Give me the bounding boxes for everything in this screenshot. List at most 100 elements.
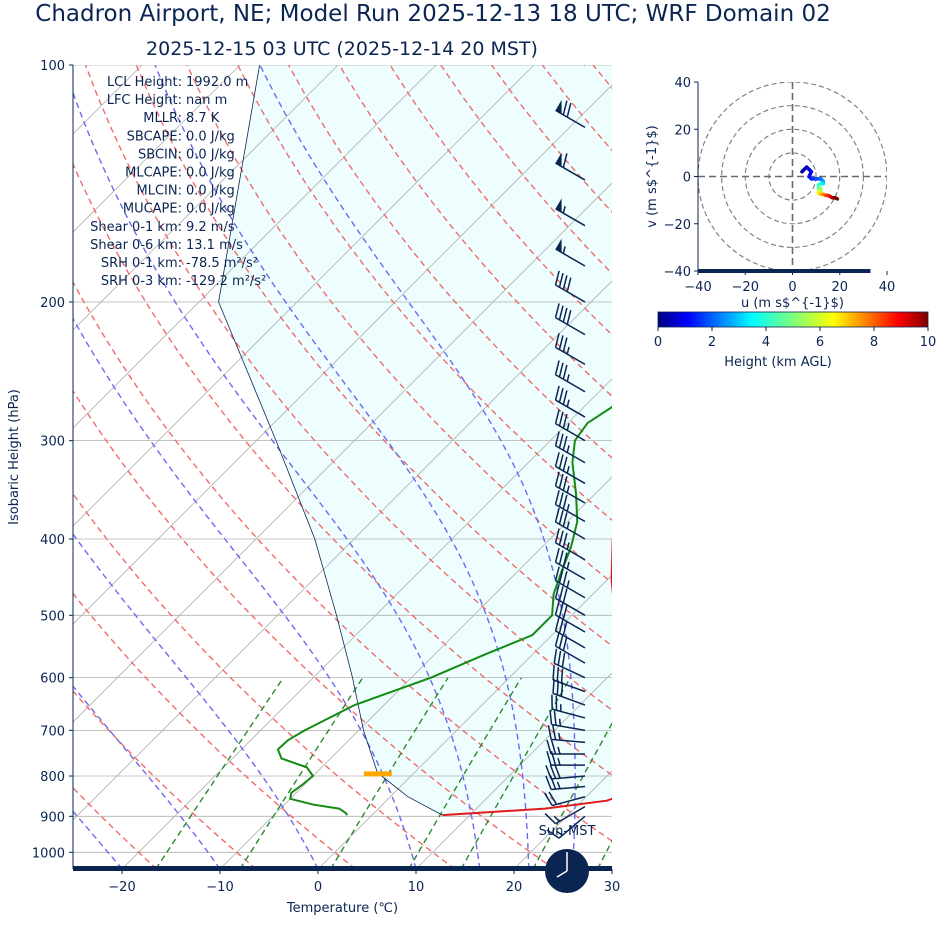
- wind-barb-full: [562, 413, 568, 429]
- wind-barb-staff: [552, 692, 586, 706]
- wind-barb-full: [554, 490, 560, 505]
- wind-barb-staff: [551, 738, 586, 744]
- wind-barb: [555, 198, 586, 227]
- wind-barb-staff: [555, 445, 586, 464]
- wind-barb: [554, 584, 586, 616]
- y-tick-label: 100: [40, 59, 65, 74]
- wind-barb-staff: [555, 580, 586, 599]
- wind-barb-staff: [551, 785, 586, 791]
- wind-barb: [547, 724, 586, 744]
- sounding-indices: LCL Height: 1992.0 m LFC Height: nan m MLLR:…: [90, 75, 266, 289]
- y-tick-label: 1000: [32, 846, 65, 861]
- x-axis-label: Temperature (℃): [286, 901, 398, 916]
- clock-hour-hand: [556, 870, 568, 878]
- wind-barb-half: [566, 521, 570, 529]
- wind-barb-full: [553, 648, 558, 664]
- colorbar-tick-label: 6: [816, 335, 824, 350]
- wind-barb-full: [554, 303, 560, 318]
- wind-barb-full: [558, 454, 564, 469]
- wind-barb: [554, 631, 586, 664]
- wind-barb-full: [562, 307, 568, 323]
- chart-subtitle: 2025-12-15 03 UTC (2025-12-14 20 MST): [146, 38, 538, 60]
- moist-adiabat: [154, 65, 530, 869]
- isotherm-0: [317, 574, 612, 869]
- x-tick-label: −20: [108, 880, 135, 895]
- wind-barb: [554, 600, 586, 633]
- clock-label: Sun-MST: [539, 824, 596, 839]
- wind-barb-full: [554, 270, 560, 286]
- moist-adiabat: [73, 317, 417, 869]
- wind-barb-full: [558, 335, 564, 350]
- wind-barb-full: [544, 792, 553, 806]
- wind-barb: [554, 490, 586, 523]
- index-value: 13.1 m/s: [186, 238, 243, 253]
- wind-barb-full: [548, 791, 558, 805]
- wind-barb-full: [554, 566, 560, 581]
- wind-barb: [551, 694, 586, 719]
- wind-barb-full: [558, 509, 564, 525]
- wind-barb-full: [556, 680, 560, 695]
- wind-barb: [553, 648, 586, 679]
- x-tick-label: 0: [314, 880, 322, 895]
- wind-barb-full: [562, 605, 568, 620]
- dry-adiabat: [135, 65, 612, 647]
- colorbar-tick-label: 8: [870, 335, 878, 350]
- hodograph-x-tick-label: 40: [879, 280, 896, 295]
- wind-barb: [555, 99, 586, 128]
- wind-barb-full: [554, 547, 560, 563]
- x-tick-label: 10: [408, 880, 425, 895]
- parcel-profile-line: [218, 65, 443, 816]
- wind-barb-full: [558, 634, 564, 649]
- wind-barb: [546, 750, 585, 766]
- wind-barb-staff: [555, 346, 586, 365]
- wind-barb: [554, 333, 586, 365]
- wind-barb-full: [554, 507, 560, 523]
- colorbar-gradient: [657, 311, 929, 328]
- wind-barb-flag: [555, 238, 562, 253]
- wind-barb-full: [554, 452, 560, 467]
- wind-barb-full: [554, 360, 560, 375]
- index-value: 0.0 J/kg: [186, 202, 235, 217]
- wind-barb-full: [558, 272, 564, 288]
- dewpoint-profile-line: [276, 405, 612, 816]
- wind-barb-full: [546, 750, 552, 766]
- wind-barb-full: [563, 38, 567, 52]
- wind-barb-full: [562, 512, 568, 527]
- wind-barb-flag: [555, 99, 562, 114]
- hodograph: 40 20 0 −20 −40−40 −20 0 20 40 u (m s$^{-1}$) v (m…: [645, 76, 895, 311]
- wind-barb-full: [562, 494, 568, 510]
- wind-barb-half: [557, 746, 561, 755]
- wind-barb-staff: [583, 65, 585, 66]
- isotherm-40: [710, 65, 936, 869]
- wind-barb-full: [549, 709, 553, 725]
- wind-barb-full: [562, 588, 568, 603]
- wind-barb: [554, 452, 586, 485]
- dry-adiabat: [644, 65, 936, 869]
- hodograph-segment: [833, 196, 840, 201]
- wind-barb-half: [562, 246, 566, 254]
- wind-barb-half: [566, 346, 570, 355]
- moist-adiabat: [73, 532, 319, 869]
- wind-barb-full: [562, 532, 568, 548]
- isotherm-30: [611, 868, 612, 869]
- wind-barb-half: [556, 781, 561, 789]
- wind-barb-full: [562, 621, 568, 636]
- dry-adiabat: [84, 65, 612, 711]
- wind-barb-full: [558, 568, 564, 584]
- y-tick-label: 500: [40, 609, 65, 624]
- isotherm--90: [73, 65, 241, 233]
- wind-barb-full: [554, 409, 560, 424]
- hodograph-y-tick-label: 20: [674, 123, 691, 138]
- wind-barb-full: [562, 100, 568, 116]
- wind-barb-half: [562, 205, 566, 214]
- wind-barb-staff: [555, 561, 586, 580]
- x-tick-label: −10: [206, 880, 233, 895]
- wind-barb-full: [558, 492, 564, 507]
- wind-barb-full: [553, 710, 557, 726]
- wind-barb-full: [556, 666, 560, 682]
- index-label: SBCAPE:: [127, 129, 182, 144]
- mixing-ratio-line: [597, 839, 612, 869]
- dry-adiabat: [73, 786, 158, 869]
- wind-barb-full: [566, 310, 572, 325]
- wind-barb-full: [562, 636, 568, 651]
